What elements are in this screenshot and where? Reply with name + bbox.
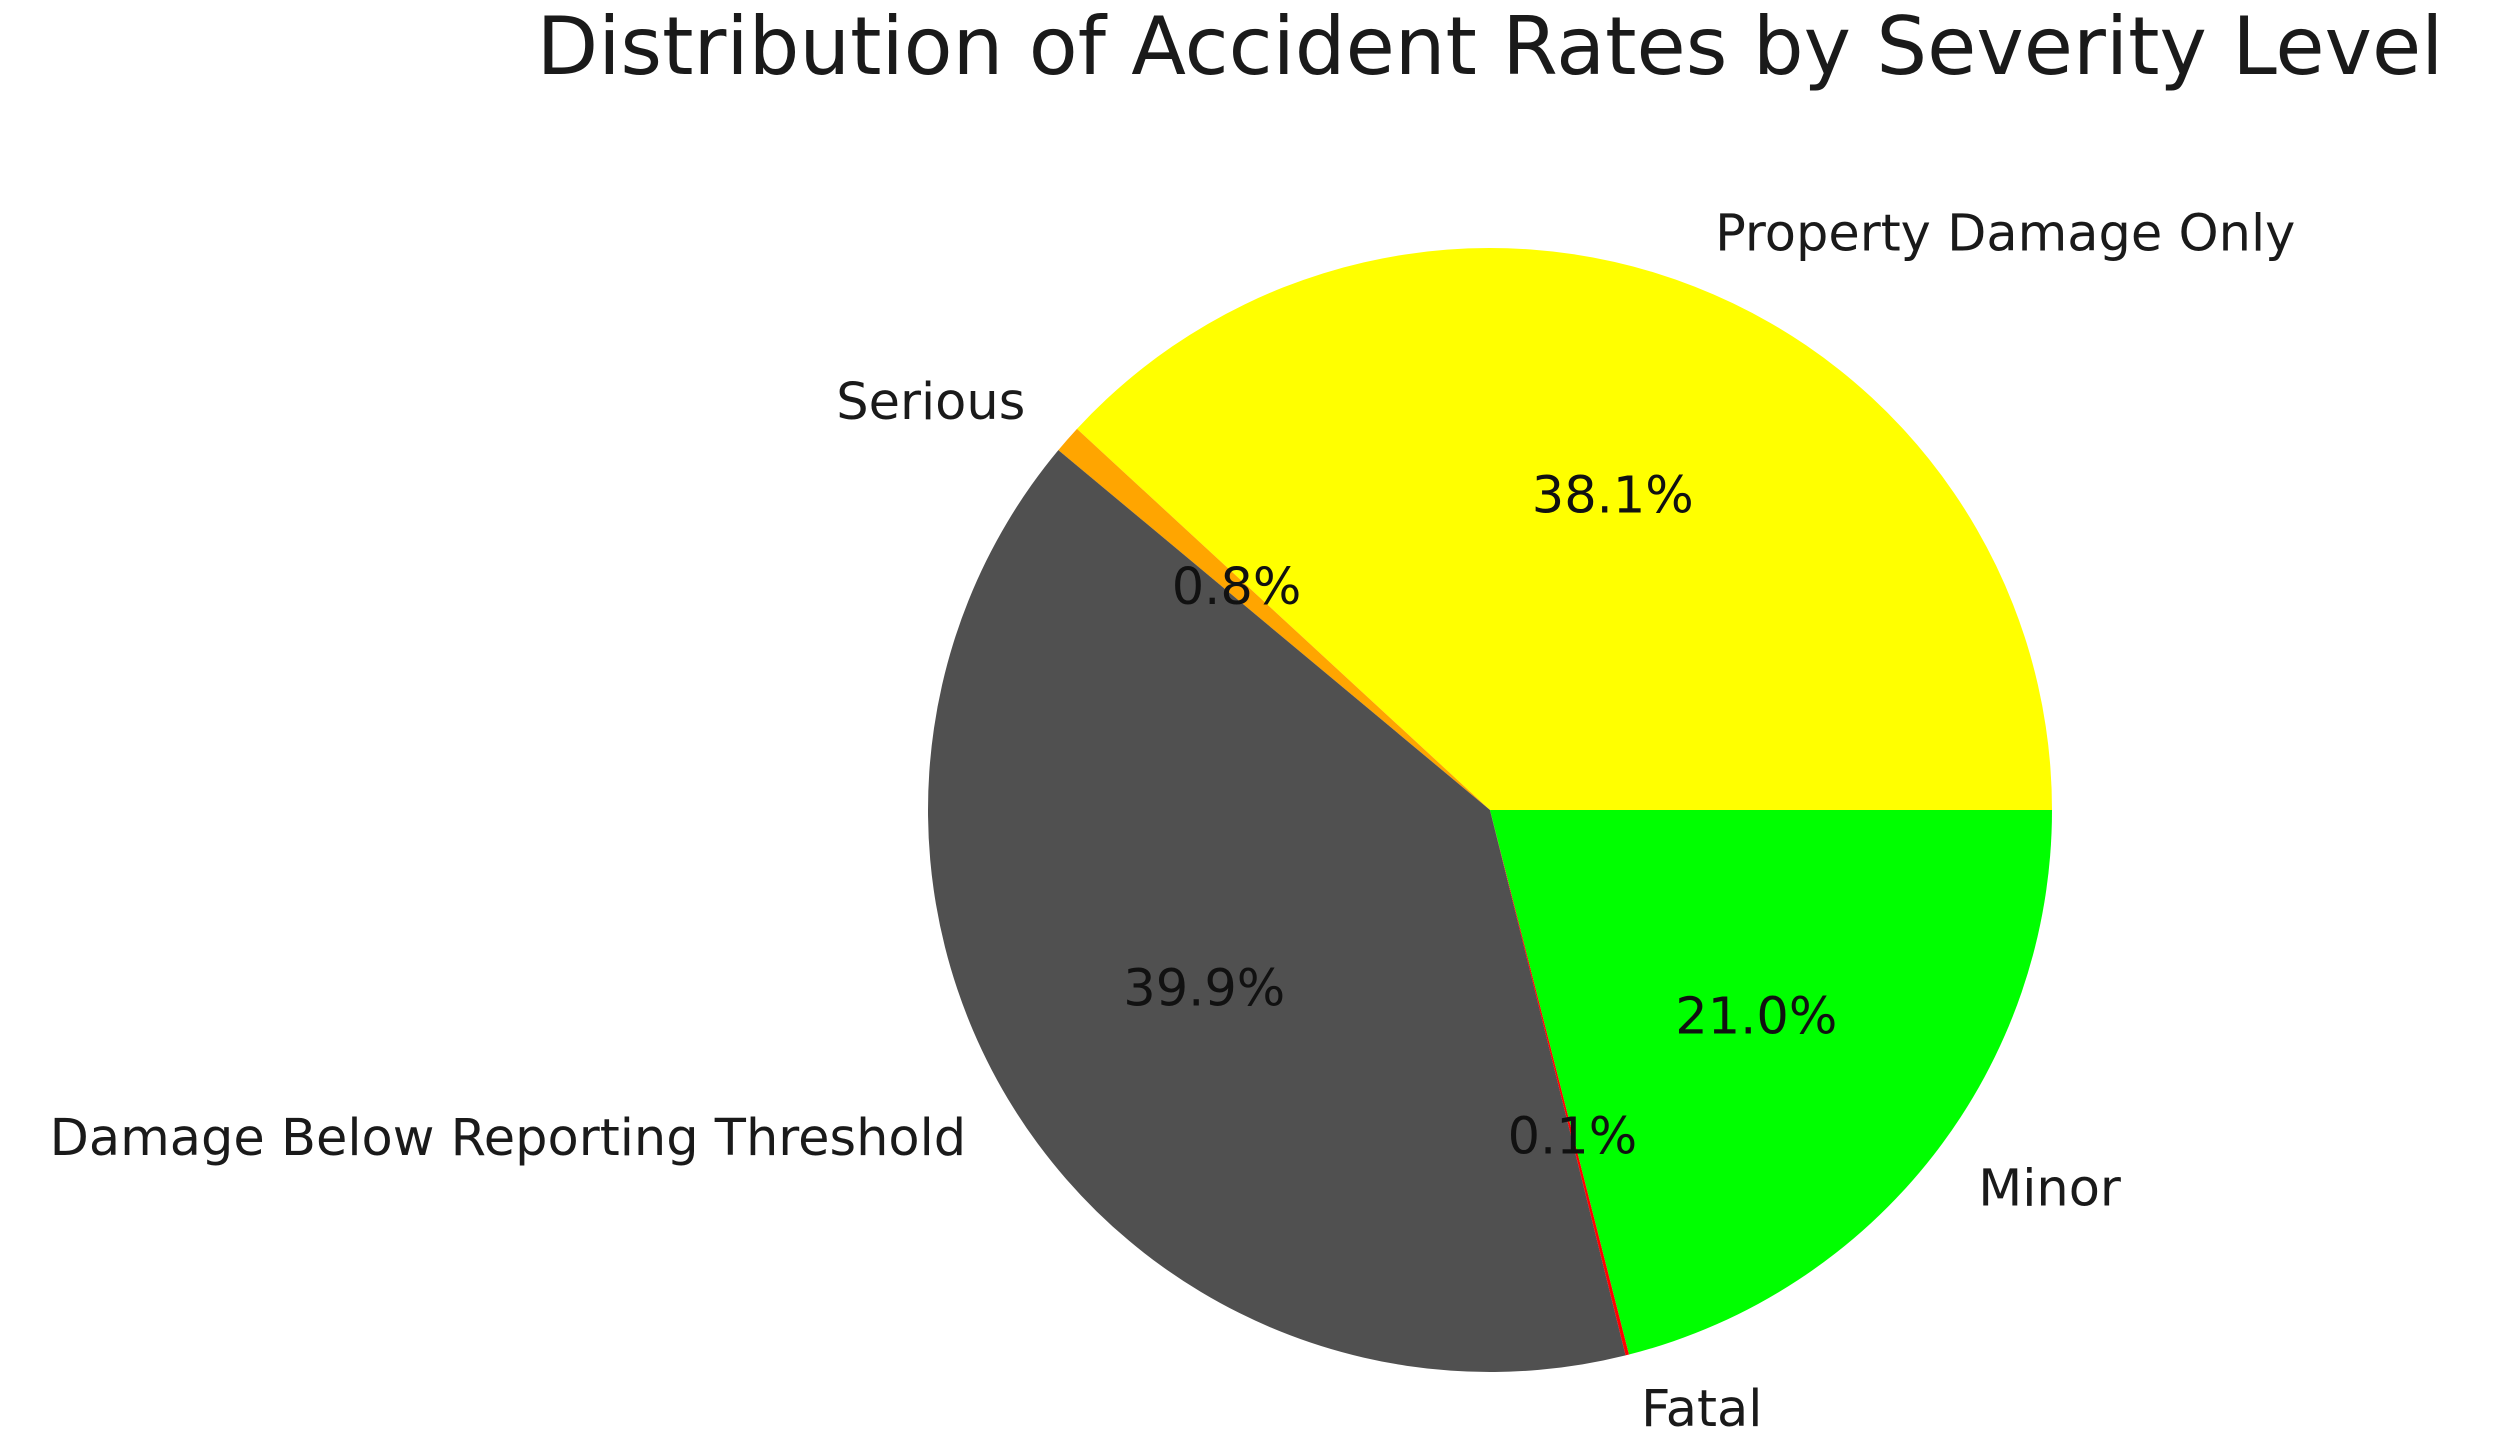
pct-label-serious: 0.8%	[1172, 558, 1302, 617]
pie-slice-property-damage-only	[1076, 247, 2052, 811]
percent-labels-layer: 38.1% 0.8% 39.9% 0.1% 21.0%	[1123, 466, 1837, 1166]
pct-label-damage-below-reporting-threshold: 39.9%	[1123, 960, 1285, 1019]
slice-label-property-damage-only: Property Damage Only	[1715, 205, 2295, 264]
slices-layer	[928, 247, 2052, 1372]
pct-label-minor: 21.0%	[1675, 987, 1837, 1046]
slice-label-minor: Minor	[1978, 1160, 2121, 1219]
slice-label-damage-below-reporting-threshold: Damage Below Reporting Threshold	[50, 1109, 967, 1168]
pie-slice-fatal	[1490, 810, 1630, 1356]
pct-label-property-damage-only: 38.1%	[1532, 466, 1694, 525]
slice-labels-layer: Property Damage Only Serious Damage Below …	[50, 205, 2296, 1437]
slice-label-serious: Serious	[836, 373, 1025, 432]
pie-slice-damage-below-reporting-threshold	[928, 450, 1626, 1372]
pie-slice-serious	[1058, 428, 1490, 810]
pie-slice-minor	[1490, 810, 2052, 1355]
slice-label-fatal: Fatal	[1641, 1380, 1762, 1437]
chart-title: Distribution of Accident Rates by Severi…	[537, 0, 2444, 93]
pct-label-fatal: 0.1%	[1508, 1107, 1638, 1166]
